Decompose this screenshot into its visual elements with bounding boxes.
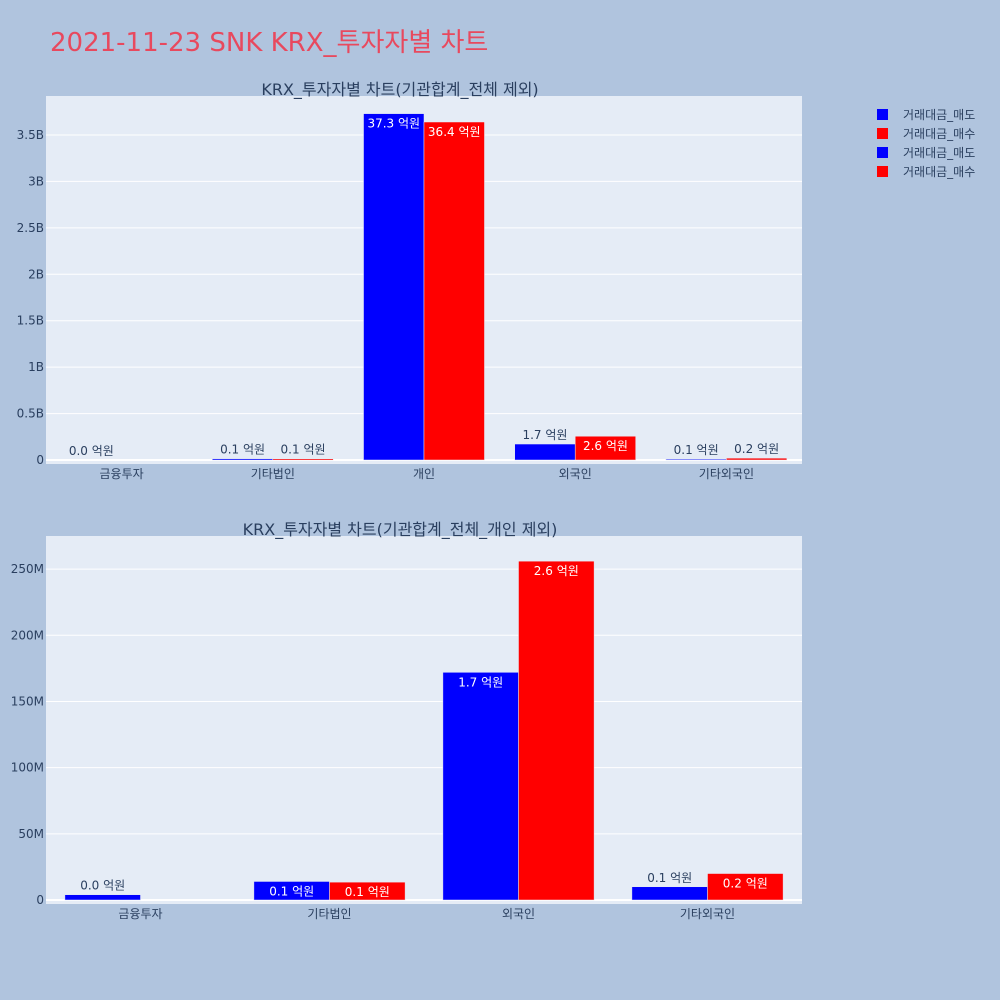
x-tick-label: 외국인 [559, 467, 592, 481]
x-tick-label: 기타외국인 [680, 907, 735, 921]
y-tick-label: 200M [11, 628, 44, 642]
data-label: 0.1 억원 [647, 871, 692, 885]
data-label: 0.0 억원 [80, 879, 125, 893]
legend-label: 거래대금_매도 [903, 108, 975, 122]
x-tick-label: 기타외국인 [699, 467, 754, 481]
bar-sell [64, 894, 141, 901]
legend-swatch [877, 147, 888, 158]
bar-buy [329, 881, 406, 901]
data-label: 2.6 억원 [534, 564, 579, 578]
y-tick-label: 50M [18, 827, 44, 841]
y-tick-label: 2B [28, 267, 44, 281]
legend-swatch [877, 109, 888, 120]
bar-buy [707, 873, 784, 901]
y-tick-label: 2.5B [17, 221, 44, 235]
bar-sell [442, 672, 519, 901]
bar-buy [423, 121, 485, 461]
bar-sell [212, 458, 274, 461]
plot-area [46, 536, 802, 904]
x-tick-label: 개인 [413, 467, 435, 481]
legend-swatch [877, 166, 888, 177]
chart-1: KRX_투자자별 차트(기관합계_전체 제외) 0 0.5B 1B 1.5B 2B 2.5B… [17, 80, 802, 481]
page-title: 2021-11-23 SNK KRX_투자자별 차트 [50, 28, 489, 58]
x-tick-label: 기타법인 [251, 467, 295, 481]
legend-label: 거래대금_매수 [903, 165, 975, 179]
data-label: 0.1 억원 [345, 885, 390, 899]
bar-buy [518, 560, 595, 901]
y-tick-label: 0 [36, 893, 44, 907]
y-tick-label: 0 [36, 453, 44, 467]
chart-title: KRX_투자자별 차트(기관합계_전체 제외) [261, 80, 538, 100]
data-label: 0.0 억원 [69, 444, 114, 458]
bar-sell [514, 443, 576, 461]
data-label: 0.2 억원 [723, 877, 768, 891]
y-tick-label: 3B [28, 174, 44, 188]
y-tick-label: 100M [11, 761, 44, 775]
chart-2: KRX_투자자별 차트(기관합계_전체_개인 제외) 0 50M 100M 150M 20… [11, 520, 802, 921]
x-tick-label: 금융투자 [100, 467, 144, 481]
legend-swatch [877, 128, 888, 139]
legend-label: 거래대금_매수 [903, 127, 975, 141]
bar-sell [665, 458, 727, 461]
chart-title: KRX_투자자별 차트(기관합계_전체_개인 제외) [243, 520, 558, 540]
x-tick-label: 기타법인 [307, 907, 351, 921]
data-label: 0.2 억원 [734, 442, 779, 456]
y-tick-label: 150M [11, 694, 44, 708]
x-tick-label: 금융투자 [118, 907, 162, 921]
data-label: 37.3 억원 [367, 117, 420, 131]
x-tick-label: 외국인 [502, 907, 535, 921]
data-label: 0.1 억원 [674, 443, 719, 457]
data-label: 0.1 억원 [269, 884, 314, 898]
bar-sell [363, 113, 425, 461]
bar-sell [631, 886, 708, 901]
data-label: 2.6 억원 [583, 439, 628, 453]
bar-buy [272, 458, 334, 461]
y-tick-label: 250M [11, 562, 44, 576]
data-label: 36.4 억원 [428, 125, 481, 139]
y-tick-label: 1B [28, 360, 44, 374]
y-tick-label: 3.5B [17, 128, 44, 142]
data-label: 0.1 억원 [220, 443, 265, 457]
bar-buy [726, 457, 788, 461]
data-label: 1.7 억원 [522, 428, 567, 442]
legend-label: 거래대금_매도 [903, 146, 975, 160]
data-label: 0.1 억원 [281, 443, 326, 457]
bar-buy [574, 435, 636, 461]
y-tick-label: 0.5B [17, 407, 44, 421]
y-tick-label: 1.5B [17, 314, 44, 328]
data-label: 1.7 억원 [458, 675, 503, 689]
